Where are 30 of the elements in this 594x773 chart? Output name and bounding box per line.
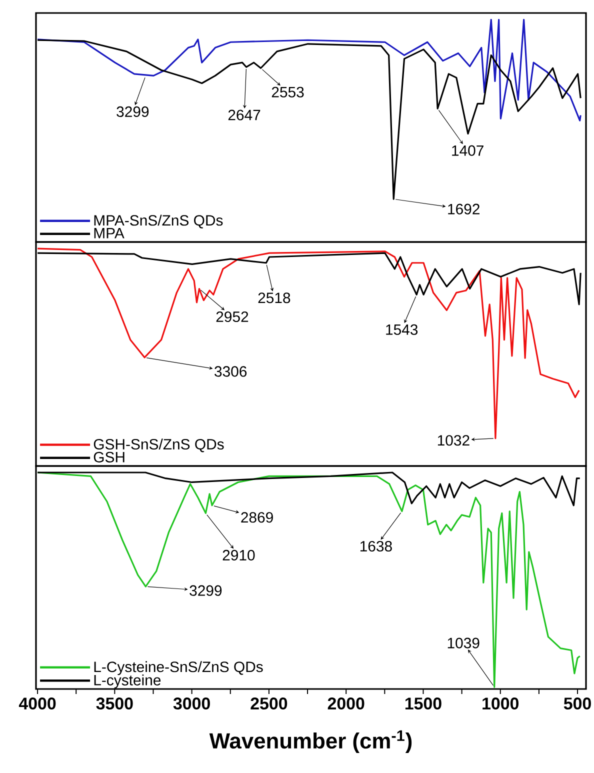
annotation: 1692 bbox=[448, 204, 480, 214]
annotation: 3299 bbox=[190, 585, 222, 596]
annotation: 2518 bbox=[258, 292, 290, 304]
x-tick-label: 3000 bbox=[173, 698, 210, 710]
annotation: 3306 bbox=[214, 366, 247, 377]
annotation: 1407 bbox=[452, 145, 484, 156]
x-tick-label: 1000 bbox=[482, 698, 519, 710]
annotation: 2952 bbox=[216, 311, 248, 322]
x-tick-label: 1500 bbox=[405, 698, 442, 710]
annotation: 3299 bbox=[116, 106, 149, 117]
annotation: 1032 bbox=[438, 435, 470, 446]
annotation: 2553 bbox=[272, 86, 304, 98]
annotation: 2869 bbox=[241, 512, 273, 523]
annotation: 2647 bbox=[228, 110, 260, 120]
annotation: 1543 bbox=[386, 324, 418, 335]
legend-label: GSH-SnS/ZnS QDs bbox=[94, 438, 224, 452]
legend-label: MPA bbox=[94, 228, 124, 238]
legend-label: L-Cysteine-SnS/ZnS QDs bbox=[94, 661, 263, 676]
annotation: 2910 bbox=[222, 550, 255, 560]
legend-label: MPA-SnS/ZnS QDs bbox=[94, 214, 223, 228]
annotation: 1039 bbox=[448, 638, 480, 648]
x-tick-label: 2500 bbox=[250, 698, 288, 710]
x-tick-label: 2000 bbox=[328, 698, 364, 710]
legend-label: L-cysteine bbox=[94, 674, 161, 688]
legend-label: GSH bbox=[94, 452, 124, 462]
annotation: 1638 bbox=[360, 540, 392, 552]
x-tick-label: 3500 bbox=[96, 698, 133, 710]
x-tick-label: 500 bbox=[564, 698, 591, 710]
x-tick-label: 4000 bbox=[18, 698, 56, 710]
x-axis-title: Wavenumber (cm$^{-1}$) bbox=[209, 730, 412, 753]
